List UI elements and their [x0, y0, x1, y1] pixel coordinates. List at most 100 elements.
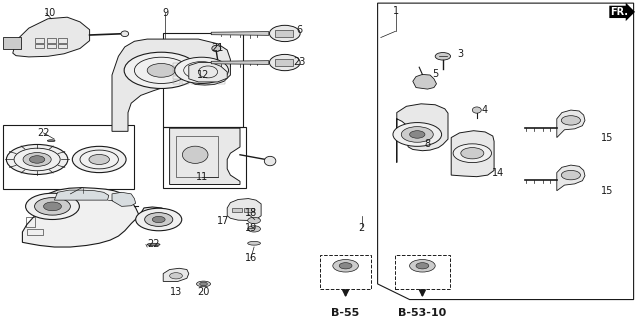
- Bar: [200, 63, 207, 66]
- Circle shape: [147, 63, 175, 77]
- Bar: [218, 63, 225, 66]
- Polygon shape: [557, 165, 585, 191]
- Text: 15: 15: [600, 186, 613, 197]
- Text: 5: 5: [432, 70, 438, 79]
- Bar: [182, 67, 189, 71]
- Bar: [3, 125, 134, 189]
- Bar: [209, 67, 216, 71]
- Polygon shape: [112, 192, 136, 206]
- Bar: [320, 255, 371, 289]
- Text: 4: 4: [482, 105, 488, 115]
- Bar: [396, 255, 450, 289]
- Circle shape: [453, 144, 492, 163]
- Bar: [47, 44, 56, 48]
- Bar: [182, 71, 189, 75]
- Bar: [58, 39, 67, 43]
- Text: FR.: FR.: [611, 7, 628, 17]
- Bar: [200, 80, 207, 84]
- Ellipse shape: [264, 156, 276, 166]
- Ellipse shape: [212, 45, 221, 52]
- Bar: [275, 30, 293, 37]
- Text: 20: 20: [197, 287, 210, 297]
- Circle shape: [410, 131, 425, 138]
- Polygon shape: [163, 268, 189, 281]
- Circle shape: [35, 197, 70, 215]
- Bar: [182, 63, 189, 66]
- Circle shape: [175, 57, 228, 84]
- Text: 11: 11: [195, 172, 208, 182]
- Text: 19: 19: [244, 223, 257, 233]
- Circle shape: [170, 273, 182, 279]
- Ellipse shape: [472, 107, 481, 113]
- Circle shape: [416, 263, 429, 269]
- Bar: [244, 208, 254, 212]
- Circle shape: [136, 208, 182, 231]
- Text: 3: 3: [458, 49, 464, 59]
- Bar: [163, 127, 246, 188]
- Circle shape: [124, 52, 198, 88]
- Circle shape: [23, 152, 51, 166]
- Bar: [191, 76, 198, 79]
- Bar: [176, 136, 218, 177]
- Bar: [209, 63, 216, 66]
- Bar: [209, 71, 216, 75]
- Text: B-55: B-55: [332, 308, 360, 318]
- Bar: [173, 67, 180, 71]
- Bar: [173, 63, 180, 66]
- Bar: [200, 76, 207, 79]
- Bar: [218, 71, 225, 75]
- Bar: [218, 67, 225, 71]
- Polygon shape: [451, 131, 494, 177]
- Text: 18: 18: [244, 208, 257, 218]
- Bar: [27, 229, 43, 234]
- Ellipse shape: [47, 140, 55, 142]
- Ellipse shape: [182, 146, 208, 163]
- Ellipse shape: [269, 55, 300, 71]
- Text: 22: 22: [147, 239, 160, 249]
- Bar: [191, 80, 198, 84]
- Polygon shape: [227, 198, 261, 220]
- Bar: [173, 71, 180, 75]
- Circle shape: [152, 216, 165, 223]
- Bar: [173, 76, 180, 79]
- Bar: [275, 59, 293, 66]
- Ellipse shape: [196, 281, 211, 287]
- Bar: [35, 44, 44, 48]
- Polygon shape: [22, 188, 174, 247]
- Bar: [35, 39, 44, 43]
- Text: 10: 10: [44, 8, 56, 18]
- Circle shape: [26, 193, 79, 219]
- Bar: [3, 37, 21, 49]
- Circle shape: [29, 156, 45, 163]
- Polygon shape: [170, 128, 240, 184]
- Ellipse shape: [147, 243, 160, 246]
- Circle shape: [333, 260, 358, 272]
- Circle shape: [461, 148, 484, 159]
- Bar: [182, 76, 189, 79]
- Text: 23: 23: [293, 57, 306, 67]
- Text: 12: 12: [197, 70, 210, 80]
- Bar: [232, 208, 242, 212]
- Bar: [26, 217, 35, 227]
- Bar: [218, 80, 225, 84]
- Bar: [58, 44, 67, 48]
- Bar: [200, 71, 207, 75]
- Text: 8: 8: [424, 139, 431, 150]
- Polygon shape: [112, 39, 230, 131]
- Circle shape: [248, 217, 260, 224]
- Text: 15: 15: [600, 133, 613, 143]
- Text: 16: 16: [244, 253, 257, 263]
- Bar: [163, 33, 243, 127]
- Polygon shape: [13, 17, 90, 57]
- Bar: [200, 67, 207, 71]
- Text: B-53-10: B-53-10: [398, 308, 447, 318]
- Polygon shape: [211, 32, 269, 35]
- Polygon shape: [397, 104, 448, 163]
- Circle shape: [248, 226, 260, 232]
- Text: 6: 6: [296, 25, 303, 35]
- Bar: [191, 71, 198, 75]
- Polygon shape: [413, 74, 436, 89]
- Circle shape: [401, 127, 433, 142]
- Ellipse shape: [248, 241, 260, 245]
- Circle shape: [44, 202, 61, 211]
